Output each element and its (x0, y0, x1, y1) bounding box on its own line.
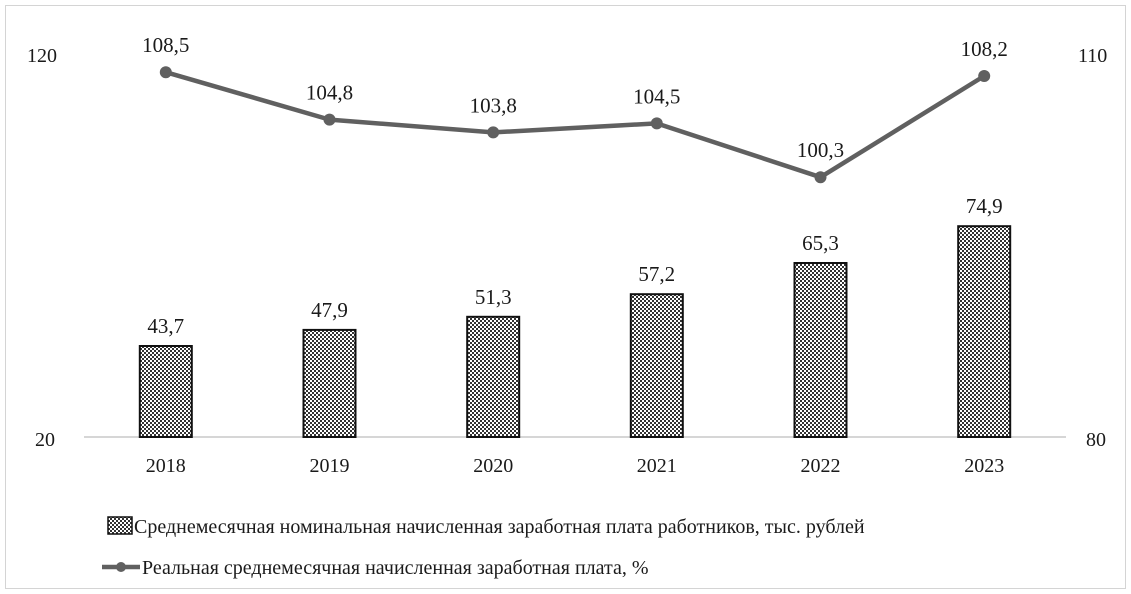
line-data-labels: 108,5 104,8 103,8 104,5 100,3 108,2 (142, 33, 1008, 162)
y-left-tick-bottom: 20 (35, 429, 55, 451)
legend-swatch-marker (116, 562, 126, 572)
bar-2021 (629, 293, 684, 439)
x-axis-ticks: 2018 2019 2020 2021 2022 2023 (146, 455, 1004, 477)
bar-2022 (793, 262, 848, 438)
legend-swatch-bars (107, 516, 133, 535)
bar-data-labels: 43,7 47,9 51,3 57,2 65,3 74,9 (147, 194, 1002, 338)
bar-label-2018: 43,7 (147, 314, 184, 338)
line-point-2020 (487, 126, 500, 139)
x-tick-2023: 2023 (964, 455, 1004, 477)
line-label-2018: 108,5 (142, 33, 189, 57)
line-series (159, 66, 991, 184)
legend: Среднемесячная номинальная начисленная з… (102, 516, 865, 579)
line-point-2021 (650, 117, 663, 130)
bar-series (138, 225, 1012, 439)
line-label-2022: 100,3 (797, 138, 844, 162)
bar-label-2020: 51,3 (475, 285, 512, 309)
line-point-2022 (814, 171, 827, 184)
line-point-2019 (323, 113, 336, 126)
line-label-2023: 108,2 (961, 37, 1008, 61)
x-tick-2021: 2021 (637, 455, 677, 477)
legend-item-line: Реальная среднемесячная начисленная зара… (102, 557, 649, 579)
bar-label-2021: 57,2 (638, 262, 675, 286)
bar-2023 (957, 225, 1012, 438)
line-label-2021: 104,5 (633, 84, 680, 108)
line-point-2018 (159, 66, 172, 79)
bar-2019 (302, 328, 357, 438)
x-tick-2019: 2019 (310, 455, 350, 477)
legend-label-line: Реальная среднемесячная начисленная зара… (142, 557, 649, 579)
x-tick-2020: 2020 (473, 455, 513, 477)
legend-item-bars: Среднемесячная номинальная начисленная з… (107, 516, 865, 538)
y-left-tick-top: 120 (27, 45, 57, 67)
x-tick-2018: 2018 (146, 455, 186, 477)
bar-2018 (138, 345, 193, 438)
line-point-2023 (978, 70, 991, 82)
line-label-2019: 104,8 (306, 81, 353, 105)
bar-label-2022: 65,3 (802, 231, 839, 255)
x-tick-2022: 2022 (801, 455, 841, 477)
bar-label-2019: 47,9 (311, 298, 348, 322)
line-series-path (165, 70, 986, 180)
bar-2020 (466, 315, 521, 438)
y-right-tick-bottom: 80 (1086, 429, 1106, 451)
y-right-tick-top: 110 (1078, 45, 1107, 67)
bar-label-2023: 74,9 (966, 194, 1003, 218)
line-label-2020: 103,8 (470, 93, 517, 117)
legend-label-bars: Среднемесячная номинальная начисленная з… (134, 516, 865, 538)
